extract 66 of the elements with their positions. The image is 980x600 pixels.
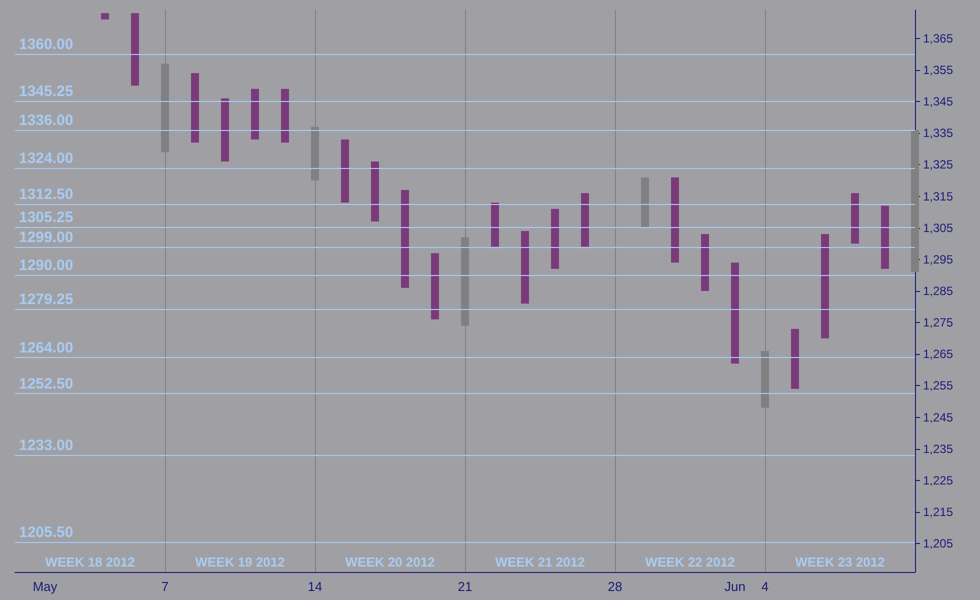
bar xyxy=(101,13,109,20)
y-tick-label: 1,325 xyxy=(923,158,954,172)
bar xyxy=(791,328,799,389)
bar xyxy=(401,190,409,288)
ref-line-label: 1305.25 xyxy=(19,209,74,226)
y-tick-label: 1,205 xyxy=(923,536,954,551)
bar xyxy=(821,234,829,338)
ref-line-label: 1205.50 xyxy=(19,524,74,542)
y-tick-label: 1,235 xyxy=(923,442,954,456)
y-tick-label: 1,225 xyxy=(923,473,954,488)
ref-line-label: 1299.00 xyxy=(19,228,74,246)
x-tick-label: 28 xyxy=(608,579,622,594)
bar xyxy=(671,177,679,263)
x-tick-label: 4 xyxy=(761,579,769,594)
bar xyxy=(701,234,709,291)
ref-line-label: 1290.00 xyxy=(19,257,74,274)
bar xyxy=(221,98,229,162)
y-tick-label: 1,275 xyxy=(923,316,954,330)
y-tick-label: 1,285 xyxy=(923,284,954,298)
y-tick-label: 1,305 xyxy=(923,220,954,235)
x-tick-label: 7 xyxy=(161,579,169,594)
ref-line-label: 1264.00 xyxy=(19,339,74,356)
annotation: WEEK 22 2012 xyxy=(645,554,735,570)
y-tick-label: 1,245 xyxy=(923,410,954,424)
annotation: WEEK 20 2012 xyxy=(345,554,435,570)
y-tick-label: 1,265 xyxy=(923,347,954,362)
annotation: WEEK 19 2012 xyxy=(195,554,285,570)
ref-line-label: 1360.00 xyxy=(19,36,74,54)
y-tick-label: 1,295 xyxy=(923,252,954,266)
bar xyxy=(281,88,289,143)
x-tick-label: Jun xyxy=(724,579,746,594)
ref-line-label: 1279.25 xyxy=(19,291,74,308)
bar xyxy=(881,206,889,269)
ref-line-label: 1252.50 xyxy=(19,376,74,393)
bar xyxy=(911,130,919,272)
y-tick-label: 1,355 xyxy=(923,62,954,77)
ref-line-label: 1233.00 xyxy=(19,437,74,454)
ref-line-label: 1324.00 xyxy=(19,150,74,167)
annotation: WEEK 23 2012 xyxy=(795,554,885,570)
y-tick-label: 1,365 xyxy=(923,31,954,46)
bar xyxy=(491,202,499,247)
bar xyxy=(191,73,199,143)
bar xyxy=(851,193,859,244)
bar xyxy=(251,88,259,140)
bar xyxy=(581,193,589,247)
annotation: WEEK 21 2012 xyxy=(495,554,585,570)
bar xyxy=(521,231,529,304)
annotation: WEEK 18 2012 xyxy=(45,554,135,570)
bar xyxy=(341,139,349,203)
y-tick-label: 1,315 xyxy=(923,189,954,204)
bar xyxy=(641,177,649,228)
y-tick-label: 1,255 xyxy=(923,378,954,393)
x-tick-label: 21 xyxy=(458,579,472,594)
bar xyxy=(731,262,739,364)
x-tick-label: 14 xyxy=(308,579,322,594)
ref-line-label: 1336.00 xyxy=(19,112,74,129)
bar xyxy=(431,253,439,320)
bar xyxy=(131,13,139,86)
ref-line-label: 1345.25 xyxy=(19,82,74,100)
y-tick-label: 1,215 xyxy=(923,505,954,520)
y-tick-label: 1,335 xyxy=(923,126,954,140)
y-tick-label: 1,345 xyxy=(923,94,954,109)
x-tick-label: May xyxy=(32,579,58,594)
ref-line-label: 1312.50 xyxy=(19,186,74,204)
bar xyxy=(551,208,559,269)
bar xyxy=(371,162,379,222)
